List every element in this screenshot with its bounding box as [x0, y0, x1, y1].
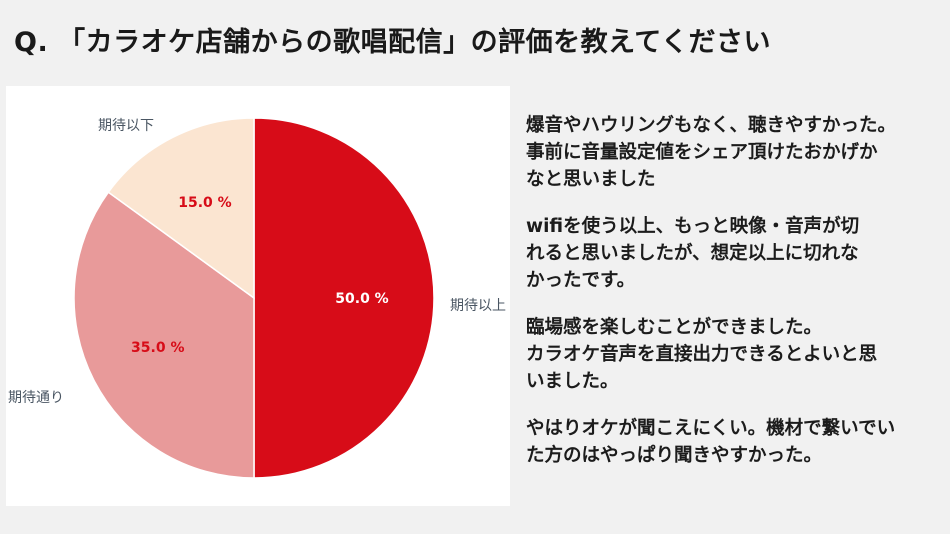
comment-1: 爆音やハウリングもなく、聴きやすかった。 事前に音量設定値をシェア頂けたおかげか… — [526, 115, 897, 190]
page-title: Q. 「カラオケ店舗からの歌唱配信」の評価を教えてください — [14, 27, 771, 58]
pie-value-label-1: 50.0 % — [335, 291, 388, 307]
comment-list: 爆音やハウリングもなく、聴きやすかった。 事前に音量設定値をシェア頂けたおかげか… — [526, 112, 936, 489]
pie-slice-1 — [253, 117, 435, 479]
pie-category-label-1: 期待以上 — [450, 298, 506, 314]
pie-category-label-3: 期待以下 — [98, 118, 154, 134]
comment-3: 臨場感を楽しむことができました。 カラオケ音声を直接出力できるとよいと思 いまし… — [526, 317, 878, 392]
comment-2: wifiを使う以上、もっと映像・音声が切 れると思いましたが、想定以上に切れな … — [526, 216, 860, 291]
pie-slice-2 — [73, 191, 255, 479]
pie-slice-3 — [107, 117, 255, 300]
pie-chart-panel: 50.0 % 期待以上 35.0 % 期待通り 15.0 % 期待以下 — [6, 86, 510, 506]
pie-chart: 50.0 % 期待以上 35.0 % 期待通り 15.0 % 期待以下 — [8, 117, 506, 479]
pie-value-label-3: 15.0 % — [178, 195, 231, 211]
pie-value-label-2: 35.0 % — [131, 340, 184, 356]
comment-4: やはりオケが聞こえにくい。機材で繋いでい た方のはやっぱり聞きやすかった。 — [526, 418, 896, 466]
pie-category-label-2: 期待通り — [8, 390, 64, 406]
